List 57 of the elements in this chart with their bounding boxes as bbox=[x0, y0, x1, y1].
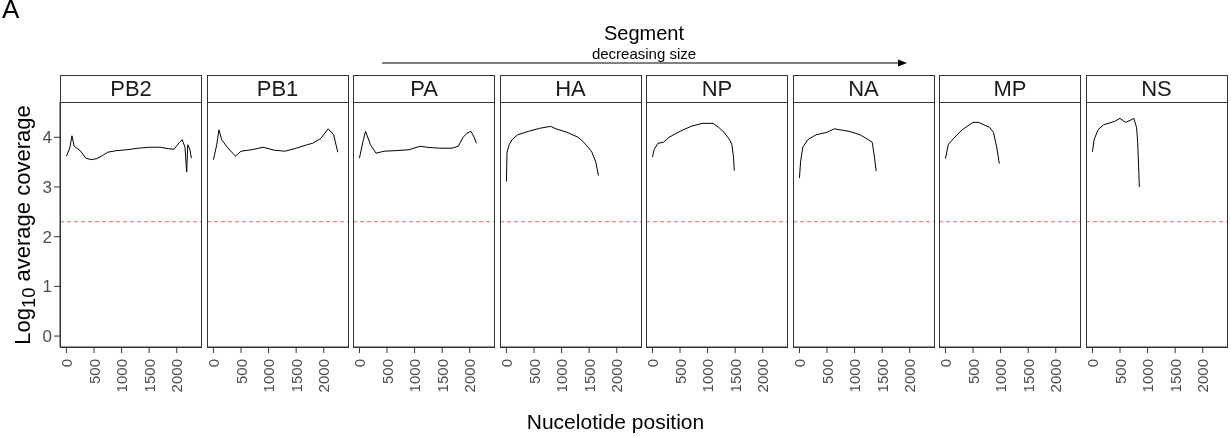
y-tick-label: 1 bbox=[42, 277, 52, 297]
x-tick-label: 0 bbox=[350, 359, 368, 368]
x-tick-label: 500 bbox=[378, 359, 396, 385]
x-tick-label: 1000 bbox=[992, 359, 1010, 393]
x-tick-label: 500 bbox=[525, 359, 543, 385]
x-tick-label: 2000 bbox=[314, 359, 332, 393]
text: decreasing size bbox=[590, 45, 698, 62]
y-tick-label: 2 bbox=[42, 227, 52, 247]
x-tick-label: 500 bbox=[964, 359, 982, 385]
chart-title: NS bbox=[1085, 75, 1228, 103]
text: Segment bbox=[602, 22, 686, 45]
x-tick-label: 0 bbox=[936, 359, 954, 368]
y-tick-label: 4 bbox=[42, 128, 52, 148]
x-tick-label: 2000 bbox=[1047, 359, 1065, 393]
x-tick-label: 0 bbox=[1083, 359, 1101, 368]
x-tick-label: 0 bbox=[497, 359, 515, 368]
x-tick-label: 2000 bbox=[168, 359, 186, 393]
x-tick-label: 1500 bbox=[726, 359, 744, 393]
x-tick-label: 0 bbox=[790, 359, 808, 368]
chart-title: PA bbox=[353, 75, 495, 103]
chart-title: PB2 bbox=[60, 75, 202, 103]
x-tick-label: 500 bbox=[85, 359, 103, 385]
x-tick-label: 500 bbox=[818, 359, 836, 385]
x-tick-label: 2000 bbox=[900, 359, 918, 393]
x-tick-label: 1500 bbox=[873, 359, 891, 393]
x-tick-label: 1500 bbox=[140, 359, 158, 393]
chart-title: NA bbox=[792, 75, 935, 103]
x-tick-label: 1500 bbox=[1019, 359, 1037, 393]
x-tick-label: 0 bbox=[57, 359, 75, 368]
x-tick-label: 1000 bbox=[113, 359, 131, 393]
x-tick-label: 1000 bbox=[699, 359, 717, 393]
x-tick-label: 2000 bbox=[1193, 359, 1211, 393]
y-tick-label: 0 bbox=[42, 327, 52, 347]
text: A bbox=[2, 0, 20, 25]
x-tick-label: 500 bbox=[671, 359, 689, 385]
x-tick-label: 0 bbox=[204, 359, 222, 368]
x-tick-label: 0 bbox=[643, 359, 661, 368]
chart-title: PB1 bbox=[206, 75, 349, 103]
x-tick-label: 2000 bbox=[754, 359, 772, 393]
y-tick-label: 3 bbox=[42, 178, 52, 198]
x-tick-label: 500 bbox=[232, 359, 250, 385]
x-tick-label: 2000 bbox=[461, 359, 479, 393]
x-tick-label: 1000 bbox=[1138, 359, 1156, 393]
chart-title: MP bbox=[939, 75, 1081, 103]
x-tick-label: 500 bbox=[1111, 359, 1129, 385]
chart-title: HA bbox=[499, 75, 642, 103]
x-tick-label: 1500 bbox=[580, 359, 598, 393]
x-tick-label: 1500 bbox=[433, 359, 451, 393]
chart-title: NP bbox=[646, 75, 788, 103]
x-axis-title: Nucelotide position bbox=[525, 410, 706, 434]
x-tick-label: 1000 bbox=[845, 359, 863, 393]
x-tick-label: 1500 bbox=[1166, 359, 1184, 393]
x-tick-label: 2000 bbox=[607, 359, 625, 393]
x-tick-label: 1500 bbox=[287, 359, 305, 393]
x-tick-label: 1000 bbox=[259, 359, 277, 393]
x-tick-label: 1000 bbox=[406, 359, 424, 393]
x-tick-label: 1000 bbox=[552, 359, 570, 393]
